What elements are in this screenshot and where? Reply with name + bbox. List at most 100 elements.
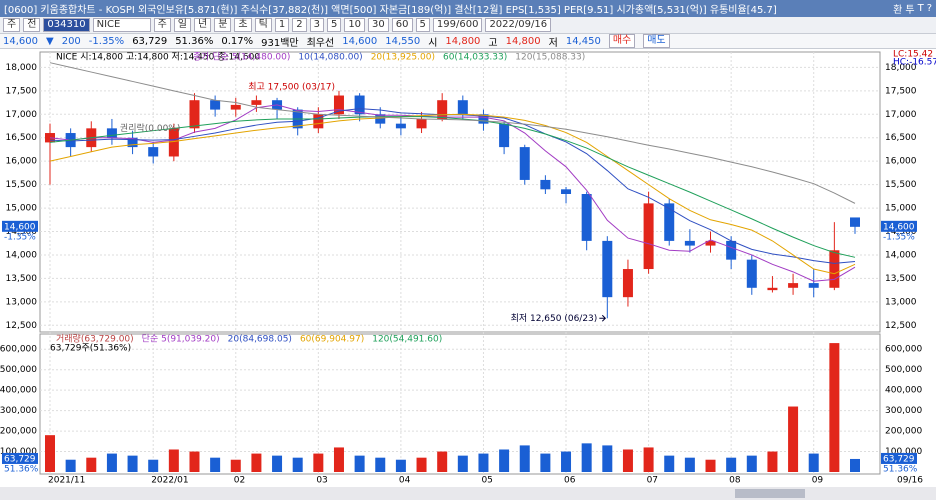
period-button[interactable]: 초 — [234, 18, 252, 32]
date[interactable]: 2022/09/16 — [485, 18, 552, 32]
candle-body — [127, 137, 138, 148]
x-tick-label: 2022/01 — [151, 476, 188, 486]
code[interactable]: 034310 — [43, 18, 90, 32]
window-button[interactable]: ? — [926, 3, 932, 14]
current-volume-box — [881, 452, 917, 464]
interval-button[interactable]: 30 — [368, 18, 389, 32]
chart: 12,500 12,500 13,000 13,000 13,500 13,500 14,0… — [0, 50, 936, 500]
volume-bar — [519, 445, 530, 472]
amount: 931백만 — [261, 37, 299, 49]
candle-body — [230, 104, 241, 110]
period-button[interactable]: 일 — [173, 18, 191, 32]
price-frame — [39, 51, 881, 333]
candle-body — [643, 203, 654, 270]
count[interactable]: 5 — [415, 18, 430, 32]
volume-bar — [272, 455, 283, 472]
y-tick-label: 14,000 — [6, 250, 38, 260]
volume-bar — [684, 457, 695, 472]
interval-button[interactable]: 2 — [292, 18, 307, 32]
name[interactable]: NICE — [92, 18, 151, 32]
candle-body — [106, 128, 117, 138]
best-label: 최우선 — [306, 37, 335, 49]
volume-bar — [705, 459, 716, 472]
y-tick-label: 15,500 — [6, 180, 38, 190]
period-button[interactable]: 틱 — [254, 18, 272, 32]
candle-body — [457, 100, 468, 115]
candle-body — [808, 283, 819, 288]
candle-body — [829, 250, 840, 288]
interval-button[interactable]: 60 — [391, 18, 413, 32]
scroll-thumb[interactable] — [735, 489, 805, 498]
volume-subtitle: 63,729주(51.36%) — [50, 343, 131, 354]
volume-legend: 20(84,698.05) — [228, 335, 292, 345]
current-change: -1.35% — [4, 232, 36, 242]
min-arrow — [599, 314, 607, 322]
buy-button[interactable]: 매수 — [608, 34, 636, 48]
x-tick-label: 04 — [399, 476, 411, 486]
candle-body — [437, 100, 448, 119]
current-price-box — [881, 220, 917, 232]
volume-bar — [437, 451, 448, 472]
volume: 63,729 — [132, 35, 168, 47]
volume-bar — [850, 458, 860, 472]
candle-body — [664, 203, 675, 241]
window-button[interactable]: 환 — [893, 5, 903, 16]
candle-body — [540, 179, 551, 190]
candle-body — [313, 114, 324, 129]
y-tick-label: 400,000 — [0, 386, 37, 396]
y-tick-label: 15,000 — [6, 204, 38, 214]
current-volume-box — [2, 452, 38, 464]
y-tick-label: 17,500 — [6, 86, 38, 96]
x-tick-label: 05 — [481, 476, 492, 486]
volume-bar — [581, 443, 592, 472]
sell-button[interactable]: 매도 — [643, 34, 670, 48]
interval-button[interactable]: 10 — [344, 18, 366, 32]
x-tick-label: 03 — [316, 476, 327, 486]
candle-body — [189, 100, 200, 129]
volume-bar — [168, 449, 179, 472]
y2-tick-label: 15,000 — [885, 204, 917, 214]
window-button[interactable]: 투 — [905, 5, 915, 16]
current-volume: 63,729 — [883, 454, 915, 464]
y-tick-label: 300,000 — [0, 406, 37, 416]
candle-body — [354, 95, 365, 115]
interval-button[interactable]: 3 — [309, 18, 324, 32]
interval-button[interactable]: 5 — [326, 18, 342, 32]
volume-bar — [602, 445, 613, 472]
volume-bar — [561, 451, 572, 472]
volume-bar — [395, 459, 406, 472]
window-button[interactable]: T — [917, 3, 924, 14]
y2-tick-label: 100,000 — [885, 447, 922, 457]
volume-bar — [148, 459, 159, 472]
volume-bar — [808, 453, 819, 472]
current-price-box — [2, 220, 38, 232]
current-price: 14,600 — [4, 222, 36, 232]
y2-tick-label: 16,000 — [885, 157, 917, 167]
x-tick-label: 2021/11 — [48, 476, 85, 486]
y2-tick-label: 600,000 — [885, 345, 922, 355]
current-volume-pct: 51.36% — [883, 464, 918, 474]
y-tick-label: 13,000 — [6, 297, 38, 307]
candle-body — [767, 287, 778, 291]
kind[interactable]: 주 — [3, 18, 21, 32]
period-button[interactable]: 주 — [153, 18, 171, 32]
y-tick-label: 16,000 — [6, 157, 38, 167]
volume-bar — [457, 455, 468, 472]
interval-button[interactable]: 1 — [274, 18, 290, 32]
period-button[interactable]: 분 — [214, 18, 232, 32]
volume-bar — [622, 449, 633, 472]
y2-tick-label: 14,500 — [885, 227, 917, 237]
y-tick-label: 200,000 — [0, 427, 37, 437]
period-button[interactable]: 년 — [194, 18, 212, 32]
current-change: -1.35% — [883, 232, 915, 242]
ma-line — [49, 62, 856, 204]
turnover: 0.17% — [221, 35, 254, 47]
window-title: [0600] 키움종합차트 - KOSPI 외국인보유[5.871(현)] 주식… — [4, 5, 777, 16]
volume-bar — [65, 459, 76, 472]
x-tick-label: 09 — [812, 476, 824, 486]
candle-body — [622, 269, 633, 298]
sub[interactable]: 전 — [23, 18, 41, 32]
y-tick-label: 17,000 — [6, 110, 38, 120]
